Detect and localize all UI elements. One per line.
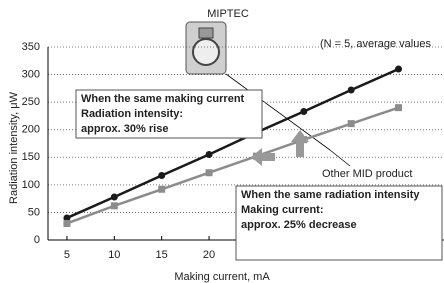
annotation-text: When the same making current — [81, 93, 245, 105]
device-icon-top — [199, 28, 213, 38]
x-tick-label: 5 — [64, 249, 70, 261]
x-axis-label: Making current, mA — [174, 271, 270, 283]
annotation-text: approx. 30% rise — [81, 123, 168, 135]
y-tick-label: 250 — [22, 96, 40, 108]
point — [111, 202, 118, 209]
y-tick-label: 100 — [22, 179, 40, 191]
annotation-text: Radiation intensity: — [81, 108, 183, 120]
annotation-text: approx. 25% decrease — [241, 219, 357, 231]
y-tick-label: 150 — [22, 151, 40, 163]
x-tick-label: 15 — [156, 249, 168, 261]
point — [111, 193, 118, 200]
note: (N = 5, average values — [320, 38, 431, 50]
annotation-text: When the same radiation intensity — [241, 189, 420, 201]
point — [300, 108, 307, 115]
y-tick-label: 50 — [28, 206, 40, 218]
y-axis-label: Radiation intensity, μW — [8, 91, 20, 204]
point — [348, 120, 355, 127]
point — [348, 87, 355, 94]
y-tick-label: 350 — [22, 41, 40, 53]
point — [395, 104, 402, 111]
annotation-text: Making current: — [241, 204, 324, 216]
x-tick-label: 20 — [203, 249, 215, 261]
x-tick-label: 10 — [108, 249, 120, 261]
leader-line — [330, 150, 350, 166]
point — [395, 66, 402, 73]
y-tick-label: 200 — [22, 124, 40, 136]
note-label: MIPTEC — [207, 8, 249, 20]
series-label: Other MID product — [322, 168, 412, 180]
point — [206, 169, 213, 176]
device-icon-ring — [193, 39, 219, 65]
point — [63, 220, 70, 227]
point — [158, 186, 165, 193]
point — [158, 172, 165, 179]
point — [206, 151, 213, 158]
y-tick-label: 300 — [22, 68, 40, 80]
chart: MIPTEC (N = 5, average values Other MID … — [0, 0, 444, 283]
y-tick-label: 0 — [34, 234, 40, 246]
